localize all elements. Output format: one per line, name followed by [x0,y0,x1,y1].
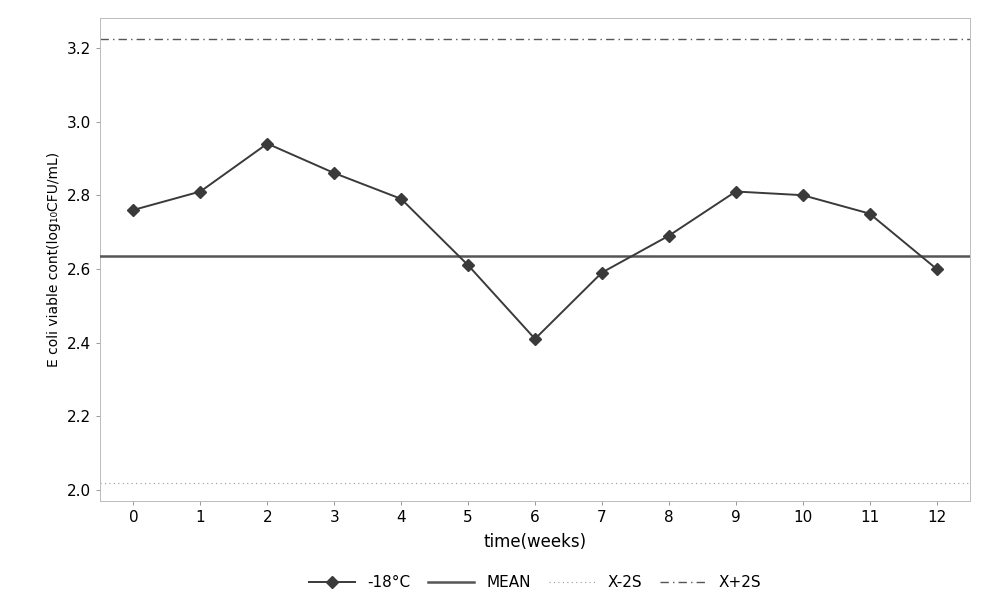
Y-axis label: E coli viable cont(log₁₀CFU/mL): E coli viable cont(log₁₀CFU/mL) [47,152,61,367]
Legend: -18°C, MEAN, X-2S, X+2S: -18°C, MEAN, X-2S, X+2S [309,575,761,590]
X-axis label: time(weeks): time(weeks) [483,533,587,551]
